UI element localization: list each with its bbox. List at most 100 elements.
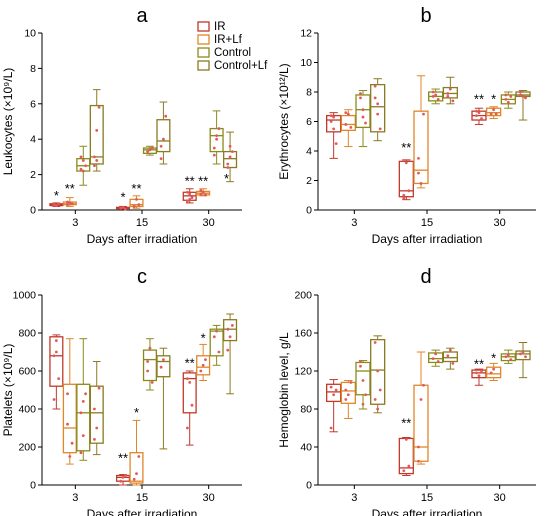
data-point (201, 190, 205, 194)
data-point (332, 127, 336, 131)
data-point (188, 197, 192, 201)
data-point (434, 93, 438, 97)
data-point (226, 348, 230, 352)
data-point (431, 357, 435, 361)
y-tick-label: 0 (306, 480, 312, 492)
data-point (81, 169, 85, 173)
data-point (332, 393, 336, 397)
x-axis-label: Days after irradiation (87, 232, 198, 246)
data-point (359, 96, 362, 100)
data-point (417, 171, 420, 175)
y-tick-label: 2 (306, 175, 312, 187)
data-point (79, 411, 83, 415)
data-point (475, 114, 478, 117)
data-point (509, 95, 513, 98)
box-iqr (49, 336, 64, 387)
data-point (190, 196, 194, 200)
data-point (199, 189, 203, 192)
data-point (159, 365, 163, 369)
x-tick-label: 15 (421, 492, 433, 504)
x-axis-label: Days after irradiation (372, 507, 483, 516)
box-iqr (209, 328, 224, 357)
data-point (346, 112, 350, 116)
data-point (477, 374, 481, 378)
data-point (422, 112, 425, 116)
legend-swatch (197, 60, 210, 71)
panel-c: c 0 200 400 600 800 1000 3 15 30 Days after irradi… (1, 266, 242, 516)
legend-label: IR (214, 21, 226, 33)
data-point (480, 369, 483, 373)
data-point (212, 153, 216, 157)
y-tick-label: 2 (30, 169, 36, 181)
data-point (524, 96, 527, 100)
box-iqr (486, 107, 502, 117)
data-point (434, 352, 438, 356)
data-point (164, 114, 168, 118)
box-iqr (355, 94, 371, 129)
data-point (185, 190, 189, 194)
data-point (68, 201, 72, 205)
data-point (201, 363, 205, 367)
data-point (359, 364, 362, 368)
panel-letter: c (137, 266, 147, 288)
data-point (84, 392, 87, 396)
data-point (132, 205, 136, 208)
y-tick-label: 40 (300, 442, 312, 454)
box-iqr (182, 372, 197, 414)
y-tick-label: 120 (294, 366, 312, 378)
data-point (226, 166, 230, 169)
y-tick-label: 6 (30, 98, 36, 110)
data-point (226, 327, 230, 331)
data-point (135, 197, 138, 201)
box-iqr (340, 381, 356, 404)
box-iqr (326, 383, 342, 403)
data-point (361, 402, 365, 406)
box-iqr (89, 385, 104, 444)
data-point (419, 182, 423, 185)
x-axis-label: Days after irradiation (87, 507, 198, 516)
data-point (404, 161, 408, 165)
data-point (79, 155, 83, 159)
data-point (146, 360, 150, 363)
data-point (228, 155, 232, 159)
significance-marker: * (120, 190, 125, 205)
data-point (506, 100, 510, 104)
data-point (364, 121, 367, 125)
significance-marker: ** (131, 181, 141, 196)
data-point (373, 398, 377, 401)
data-point (95, 426, 99, 430)
box-iqr (442, 86, 458, 99)
data-point (361, 108, 365, 112)
y-tick-label: 8 (30, 63, 36, 75)
legend-swatch (197, 21, 210, 32)
data-point (373, 96, 377, 100)
data-point (407, 189, 411, 193)
data-point (475, 109, 478, 113)
data-point (199, 369, 203, 373)
box-iqr (471, 369, 487, 379)
data-point (150, 146, 154, 150)
data-point (451, 99, 455, 103)
data-point (93, 407, 96, 411)
box-iqr (413, 384, 429, 462)
significance-marker: ** (198, 174, 208, 189)
data-point (215, 134, 219, 138)
significance-marker: * (134, 405, 139, 420)
data-point (431, 90, 435, 94)
y-tick-label: 4 (306, 146, 312, 158)
y-axis-label: Leukocytes (×10⁹/L) (1, 68, 15, 176)
data-point (137, 203, 141, 207)
data-point (162, 137, 165, 141)
data-point (489, 112, 493, 116)
panel-d: d 0 40 80 120 160 200 3 15 30 Days after irradiati… (277, 266, 536, 516)
significance-marker: ** (185, 174, 195, 189)
significance-marker: ** (401, 140, 411, 155)
box-iqr (413, 110, 429, 185)
y-tick-label: 1000 (13, 290, 37, 302)
data-point (376, 112, 380, 116)
data-point (489, 371, 493, 375)
data-point (329, 385, 333, 389)
data-point (349, 126, 353, 129)
data-point (521, 350, 525, 354)
